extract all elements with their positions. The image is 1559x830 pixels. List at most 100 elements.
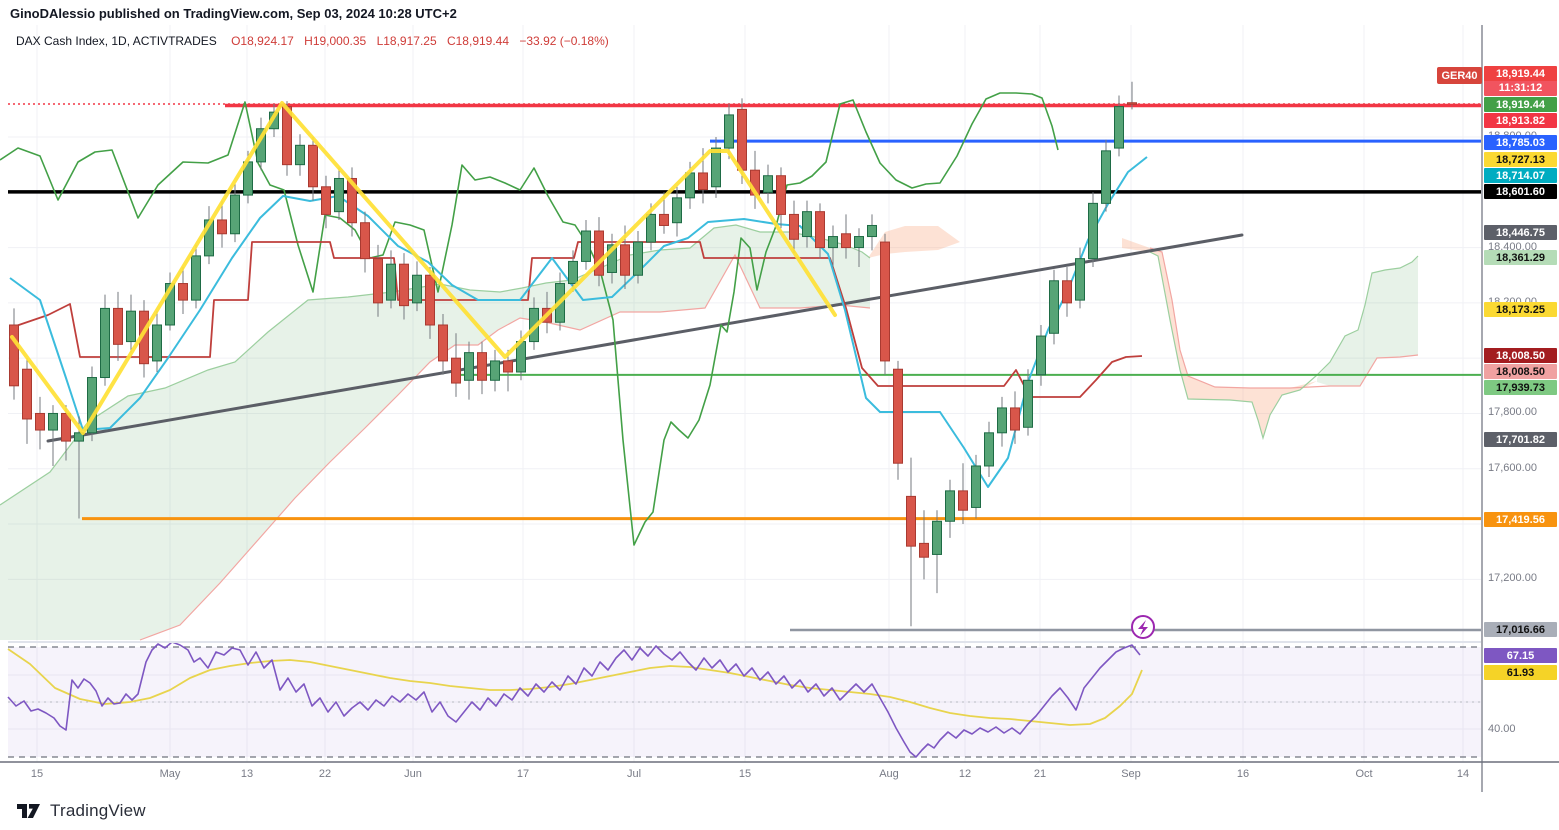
price-level-badge: 17,701.82: [1484, 432, 1557, 447]
candle-body: [74, 432, 84, 442]
candle-body: [425, 274, 435, 326]
candle-body: [880, 241, 890, 362]
lightning-icon[interactable]: [1138, 620, 1148, 636]
ichimoku-cloud-projection-salmon: [1122, 238, 1317, 438]
candle-body: [945, 490, 955, 522]
zigzag-line: [10, 101, 837, 435]
price-level-badge: 61.93: [1484, 665, 1557, 680]
candle-body: [412, 274, 422, 304]
rsi-line: [7, 641, 1141, 758]
candle-body: [373, 258, 383, 304]
candle-body: [828, 236, 838, 249]
candle-body: [22, 368, 32, 420]
candle-body: [386, 263, 396, 301]
candle-body: [633, 241, 643, 276]
bar-countdown: 11:31:12: [1484, 81, 1557, 96]
current-price-countdown-label: 18,919.44 11:31:12: [1484, 66, 1557, 96]
price-level-badge: 18,173.25: [1484, 302, 1557, 317]
brand-name[interactable]: TradingView: [50, 801, 146, 820]
candle-body: [1114, 106, 1124, 149]
price-level-badge: 17,939.73: [1484, 380, 1557, 395]
cloud-border: [0, 224, 871, 506]
candle-body: [737, 108, 747, 171]
candle-body: [893, 368, 903, 464]
price-level-badge: 67.15: [1484, 648, 1557, 663]
symbol-title: DAX Cash Index, 1D, ACTIVTRADES: [16, 34, 217, 48]
change-value: −33.92 (−0.18%): [519, 34, 609, 48]
candle-body: [152, 324, 162, 362]
candle-body: [230, 194, 240, 235]
time-axis-label: 22: [318, 768, 332, 780]
open-value: O18,924.17: [231, 34, 294, 48]
candle-body: [35, 412, 45, 431]
candle-body: [997, 407, 1007, 434]
low-value: L18,917.25: [376, 34, 437, 48]
price-axis-label: 17,200.00: [1488, 572, 1537, 585]
price-axis-label: 17,800.00: [1488, 406, 1537, 419]
price-axis-label: 17,600.00: [1488, 461, 1537, 474]
close-value: C18,919.44: [446, 34, 510, 48]
rsi-ma-line: [7, 648, 1143, 726]
candle-body: [113, 307, 123, 345]
price-level-badge: 18,727.13: [1484, 152, 1557, 167]
green-indicator-line: [0, 92, 1059, 546]
candlestick-series[interactable]: [9, 81, 1137, 627]
candle-body: [568, 260, 578, 285]
candle-body: [815, 211, 825, 249]
candle-body: [477, 352, 487, 381]
candle-body: [789, 213, 799, 240]
candle-body: [698, 172, 708, 191]
candle-body: [594, 230, 604, 276]
candle-body: [620, 244, 630, 276]
candle-body: [321, 186, 331, 215]
candle-body: [165, 283, 175, 326]
candle-body: [854, 236, 864, 249]
candle-body: [282, 106, 292, 166]
price-level-badge: 18,919.44: [1484, 97, 1557, 112]
time-axis-label: 17: [516, 768, 530, 780]
candle-body: [776, 175, 786, 215]
candle-body: [1023, 379, 1033, 428]
candle-body: [503, 360, 513, 373]
tenkan-line: [9, 156, 1148, 488]
price-level-badge: 18,446.75: [1484, 225, 1557, 240]
candle-body: [217, 219, 227, 235]
candle-body: [100, 307, 110, 379]
candle-body: [178, 283, 188, 301]
candle-body: [464, 352, 474, 381]
cloud-border: [1149, 247, 1419, 389]
time-axis-label: 15: [30, 768, 44, 780]
candle-body: [984, 432, 994, 467]
time-axis-label: 21: [1033, 768, 1047, 780]
price-level-badge: 18,785.03: [1484, 135, 1557, 150]
candle-body: [1010, 407, 1020, 431]
price-axis-label: 18,400.00: [1488, 240, 1537, 253]
candle-body: [711, 147, 721, 188]
price-level-badge: 17,419.56: [1484, 512, 1557, 527]
time-axis-label: Sep: [1121, 768, 1141, 780]
candle-body: [646, 213, 656, 243]
candle-body: [724, 114, 734, 149]
time-axis-label: May: [159, 768, 181, 780]
price-level-badge: 18,913.82: [1484, 113, 1557, 128]
symbol-legend[interactable]: DAX Cash Index, 1D, ACTIVTRADES O18,924.…: [16, 34, 609, 48]
candle-body: [9, 324, 19, 387]
trendline-drawing[interactable]: [46, 233, 1244, 443]
candle-body: [451, 357, 461, 384]
candle-body: [48, 412, 58, 431]
candle-body: [919, 542, 929, 558]
high-value: H19,000.35: [304, 34, 367, 48]
rsi-band: [8, 647, 1481, 757]
candle-body: [334, 177, 344, 213]
candle-body: [607, 244, 617, 273]
candle-body: [87, 377, 97, 434]
ticker-badge: GER40: [1437, 67, 1482, 84]
candle-body: [1127, 102, 1137, 105]
candle-body: [802, 211, 812, 238]
candle-body: [490, 360, 500, 381]
candle-body: [659, 213, 669, 226]
cloud-border: [139, 253, 871, 641]
tradingview-logo-icon[interactable]: [16, 800, 42, 822]
